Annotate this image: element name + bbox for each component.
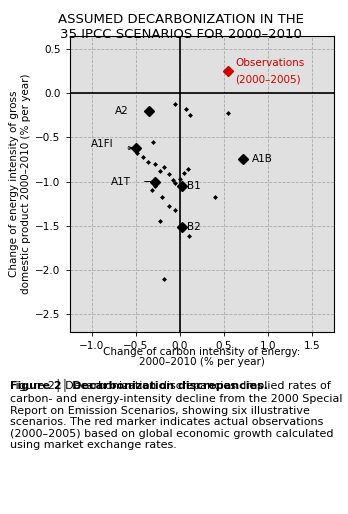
Text: A1B: A1B — [252, 155, 273, 164]
Text: Change of carbon intensity of energy:: Change of carbon intensity of energy: — [103, 347, 301, 357]
Text: Figure 2│ Decarbonization discrepancies.: Figure 2│ Decarbonization discrepancies. — [10, 379, 268, 393]
Text: B1: B1 — [187, 181, 200, 191]
Text: Observations: Observations — [235, 58, 304, 68]
Text: A1T: A1T — [111, 176, 131, 187]
Text: B2: B2 — [187, 223, 200, 232]
Text: A2: A2 — [115, 106, 129, 116]
Text: 2000–2010 (% per year): 2000–2010 (% per year) — [139, 357, 265, 367]
Y-axis label: Change of energy intensity of gross
domestic product 2000–2010 (% per year): Change of energy intensity of gross dome… — [9, 74, 31, 294]
Text: A1FI: A1FI — [91, 139, 114, 150]
Text: ASSUMED DECARBONIZATION IN THE: ASSUMED DECARBONIZATION IN THE — [58, 13, 304, 26]
Text: 35 IPCC SCENARIOS FOR 2000–2010: 35 IPCC SCENARIOS FOR 2000–2010 — [60, 28, 302, 41]
Text: Figure 2│ Decarbonization discrepancies. Implied rates of carbon- and energy-int: Figure 2│ Decarbonization discrepancies.… — [10, 379, 343, 450]
Text: (2000–2005): (2000–2005) — [235, 75, 301, 85]
